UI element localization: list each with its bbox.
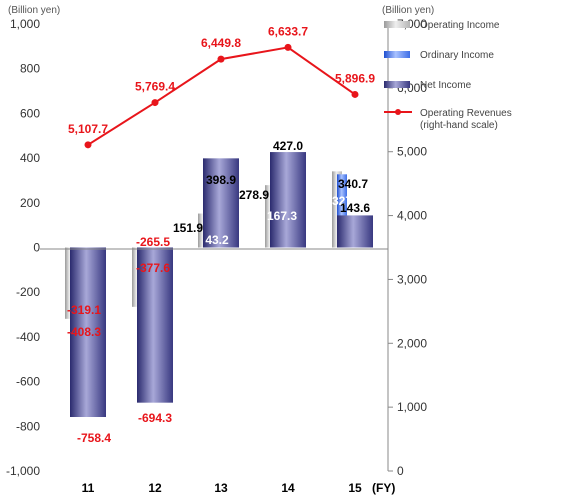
right-tick-label: 0 <box>397 464 404 478</box>
bar-net-income <box>70 247 106 418</box>
right-tick-label: 3,000 <box>397 272 427 286</box>
category-label: 11 <box>82 481 95 495</box>
data-label-ordinary-income: -408.3 <box>67 325 101 339</box>
right-tick-label: 4,000 <box>397 209 427 223</box>
bars <box>65 152 373 418</box>
data-label-operating-revenues: 5,896.9 <box>335 71 375 85</box>
legend-net-income: Net Income <box>420 80 472 91</box>
left-axis: 1,000 800 600 400 200 0 -200 -400 -600 -800 -1,000 <box>6 17 40 478</box>
category-label: 13 <box>214 481 228 495</box>
data-label-operating-income: 151.9 <box>173 221 203 235</box>
bar-ordinary-income <box>337 174 347 248</box>
bar-net-income <box>270 152 306 248</box>
data-label-operating-income: 278.9 <box>239 188 269 202</box>
revenue-line <box>84 43 359 149</box>
data-label-net-income: -694.3 <box>138 411 172 425</box>
left-tick-label: 400 <box>20 151 40 165</box>
legend-operating-revenues-note: (right-hand scale) <box>420 120 498 131</box>
data-label-ordinary-income: 43.2 <box>205 233 229 247</box>
data-label-operating-revenues: 6,449.8 <box>201 36 241 50</box>
legend-swatch-operating-income <box>384 21 410 28</box>
legend: Operating Income Ordinary Income Net Inc… <box>384 20 512 131</box>
category-label: 15 <box>348 481 362 495</box>
revenue-point <box>284 43 292 51</box>
bar-net-income <box>337 215 373 248</box>
revenue-point <box>217 55 225 63</box>
right-axis-unit: (Billion yen) <box>382 5 434 16</box>
right-tick-label: 1,000 <box>397 400 427 414</box>
left-tick-label: -400 <box>16 330 40 344</box>
data-label-net-income: -758.4 <box>77 431 111 445</box>
data-label-ordinary-income: 167.3 <box>267 209 297 223</box>
left-tick-label: 0 <box>33 241 40 255</box>
data-label-ordinary-income: -377.6 <box>136 261 170 275</box>
category-label: 12 <box>148 481 162 495</box>
data-label-operating-income: -319.1 <box>67 303 101 317</box>
legend-operating-revenues: Operating Revenues <box>420 108 512 119</box>
legend-swatch-ordinary-income <box>384 51 410 58</box>
left-tick-label: -600 <box>16 375 40 389</box>
left-axis-unit: (Billion yen) <box>8 5 60 16</box>
left-tick-label: 600 <box>20 106 40 120</box>
data-label-operating-revenues: 6,633.7 <box>268 24 308 38</box>
left-tick-label: 200 <box>20 196 40 210</box>
revenue-point <box>351 90 359 98</box>
left-tick-label: -1,000 <box>6 464 40 478</box>
data-label-operating-revenues: 5,107.7 <box>68 122 108 136</box>
right-tick-label: 2,000 <box>397 336 427 350</box>
data-label-net-income: 427.0 <box>273 139 303 153</box>
data-label-operating-income: 340.7 <box>338 177 368 191</box>
x-axis-unit: (FY) <box>372 481 395 495</box>
legend-operating-income: Operating Income <box>420 20 500 31</box>
data-label-operating-income: -265.5 <box>136 235 170 249</box>
left-tick-label: 1,000 <box>10 17 40 31</box>
left-tick-label: -800 <box>16 419 40 433</box>
data-label-net-income: 398.9 <box>206 173 236 187</box>
data-label-ordinary-income: 327.5 <box>332 194 362 208</box>
x-axis: 11 12 13 14 15 <box>82 481 362 495</box>
bar-net-income <box>137 247 173 403</box>
legend-ordinary-income: Ordinary Income <box>420 50 494 61</box>
data-label-net-income: 143.6 <box>340 201 370 215</box>
bar-net-income <box>203 158 239 248</box>
left-tick-label: 800 <box>20 62 40 76</box>
revenue-point <box>84 141 92 149</box>
legend-marker-operating-revenues <box>395 109 401 115</box>
category-label: 14 <box>281 481 295 495</box>
revenue-point <box>151 99 159 107</box>
data-label-operating-revenues: 5,769.4 <box>135 80 175 94</box>
right-tick-label: 5,000 <box>397 145 427 159</box>
legend-swatch-net-income <box>384 81 410 88</box>
left-tick-label: -200 <box>16 285 40 299</box>
